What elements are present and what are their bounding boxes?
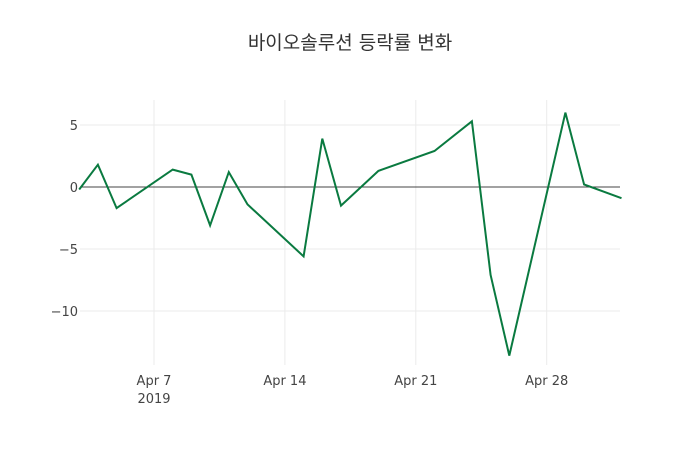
gridlines bbox=[80, 100, 620, 365]
y-tick-label: 5 bbox=[70, 119, 78, 134]
y-tick-label: 0 bbox=[70, 181, 78, 196]
x-tick-label: Apr 7 bbox=[137, 374, 172, 389]
x-tick-year-label: 2019 bbox=[137, 392, 170, 407]
chart-title: 바이오솔루션 등락률 변화 bbox=[247, 32, 453, 54]
data-line bbox=[78, 112, 622, 356]
x-axis-ticks: Apr 7 2019 Apr 14 Apr 21 Apr 28 bbox=[137, 374, 569, 407]
y-tick-label: −10 bbox=[51, 305, 78, 320]
y-axis-ticks: 5 0 −5 −10 bbox=[51, 119, 78, 320]
x-tick-label: Apr 14 bbox=[263, 374, 306, 389]
x-tick-label: Apr 21 bbox=[394, 374, 437, 389]
y-tick-label: −5 bbox=[59, 243, 78, 258]
x-tick-label: Apr 28 bbox=[525, 374, 568, 389]
